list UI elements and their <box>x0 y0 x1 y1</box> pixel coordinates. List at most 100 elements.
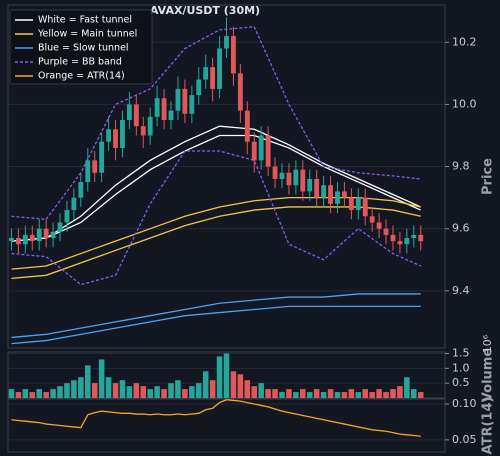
candle-body <box>154 98 160 117</box>
candle-body <box>92 160 98 173</box>
volume-bar <box>362 389 369 398</box>
volume-bar <box>15 392 22 398</box>
candle-body <box>231 36 236 74</box>
candle-body <box>348 197 354 211</box>
candle-body <box>15 238 21 245</box>
volume-bar <box>334 392 341 398</box>
y-tick-label: 0.05 <box>452 433 477 446</box>
candle-body <box>57 222 63 232</box>
volume-bar <box>161 389 167 398</box>
candle-body <box>78 182 84 198</box>
candle-body <box>314 178 320 198</box>
volume-bar <box>244 380 251 398</box>
volume-bar <box>57 386 63 398</box>
candle-body <box>120 119 125 148</box>
volume-bar <box>216 356 223 398</box>
candle-body <box>286 172 292 186</box>
y-tick-label: 1.0 <box>452 361 470 374</box>
y-tick-label: 0.5 <box>452 376 470 389</box>
volume-bar <box>8 389 15 398</box>
volume-bar <box>29 392 36 398</box>
y-axis-label: Price <box>481 158 496 195</box>
volume-bar <box>313 389 320 398</box>
candle-body <box>113 129 118 148</box>
candle-body <box>244 110 250 142</box>
candle-body <box>133 104 139 127</box>
volume-bar <box>84 365 91 398</box>
volume-bar <box>50 389 56 398</box>
legend-label: Orange = ATR(14) <box>38 71 125 82</box>
candle-body <box>237 73 243 111</box>
candle-body <box>404 238 410 245</box>
candle-body <box>182 88 188 114</box>
candle-body <box>85 160 91 183</box>
volume-bar <box>341 392 348 398</box>
candle-body <box>217 48 222 89</box>
candle-body <box>99 141 105 173</box>
candle-body <box>376 222 382 229</box>
volume-bar <box>71 380 77 398</box>
volume-bar <box>43 392 49 398</box>
volume-bar <box>223 353 230 398</box>
indicator-line <box>11 305 421 345</box>
volume-bar <box>293 392 299 398</box>
candle-body <box>161 98 167 120</box>
candle-body <box>411 234 417 239</box>
legend-box <box>9 9 153 85</box>
volume-bar <box>209 380 216 398</box>
candle-body <box>293 169 299 186</box>
volume-bar <box>112 383 119 398</box>
volume-bar <box>64 383 70 398</box>
volume-bar <box>251 386 258 398</box>
volume-bar <box>320 392 327 398</box>
volume-bar <box>279 392 285 398</box>
volume-bar <box>195 383 202 398</box>
volume-bar <box>417 392 424 398</box>
volume-bar <box>140 386 147 398</box>
candle-body <box>355 197 361 211</box>
indicator-line <box>11 125 421 242</box>
volume-bar <box>258 383 264 398</box>
y-tick-label: 10.2 <box>452 35 477 48</box>
candle-body <box>106 129 112 142</box>
volume-bar <box>327 389 334 398</box>
candle-body <box>369 216 375 223</box>
candle-body <box>321 185 327 198</box>
legend-label: Purple = BB band <box>38 57 122 68</box>
volume-bar <box>78 377 84 398</box>
candle-body <box>272 166 278 179</box>
volume-bar <box>411 389 417 398</box>
candle-body <box>341 191 347 198</box>
volume-bar <box>147 389 153 398</box>
volume-bar <box>22 389 29 398</box>
indicator-line <box>11 150 421 286</box>
candle-body <box>265 135 271 167</box>
candle-body <box>251 141 257 161</box>
volume-bar <box>36 389 42 398</box>
volume-bar <box>286 389 292 398</box>
candle-body <box>71 197 77 211</box>
volume-bar <box>154 386 160 398</box>
candle-body <box>9 238 14 242</box>
volume-bar <box>119 380 126 398</box>
candle-body <box>210 67 216 89</box>
volume-bar <box>230 371 237 398</box>
candle-body <box>43 228 49 239</box>
candle-body <box>418 234 424 242</box>
volume-bar <box>390 389 396 398</box>
volume-bar <box>105 377 112 398</box>
candle-body <box>36 228 42 242</box>
candle-body <box>279 172 285 179</box>
y-tick-label: 9.6 <box>452 222 470 235</box>
indicator-line <box>11 134 421 242</box>
y-axis-label: Volume <box>481 348 496 403</box>
volume-bar <box>189 386 195 398</box>
candle-body <box>189 95 195 114</box>
volume-bar <box>91 383 98 398</box>
volume-bar <box>237 374 244 398</box>
candle-body <box>29 234 35 242</box>
volume-bar <box>306 392 313 398</box>
volume-bar <box>348 389 355 398</box>
panel-frame <box>7 4 446 349</box>
